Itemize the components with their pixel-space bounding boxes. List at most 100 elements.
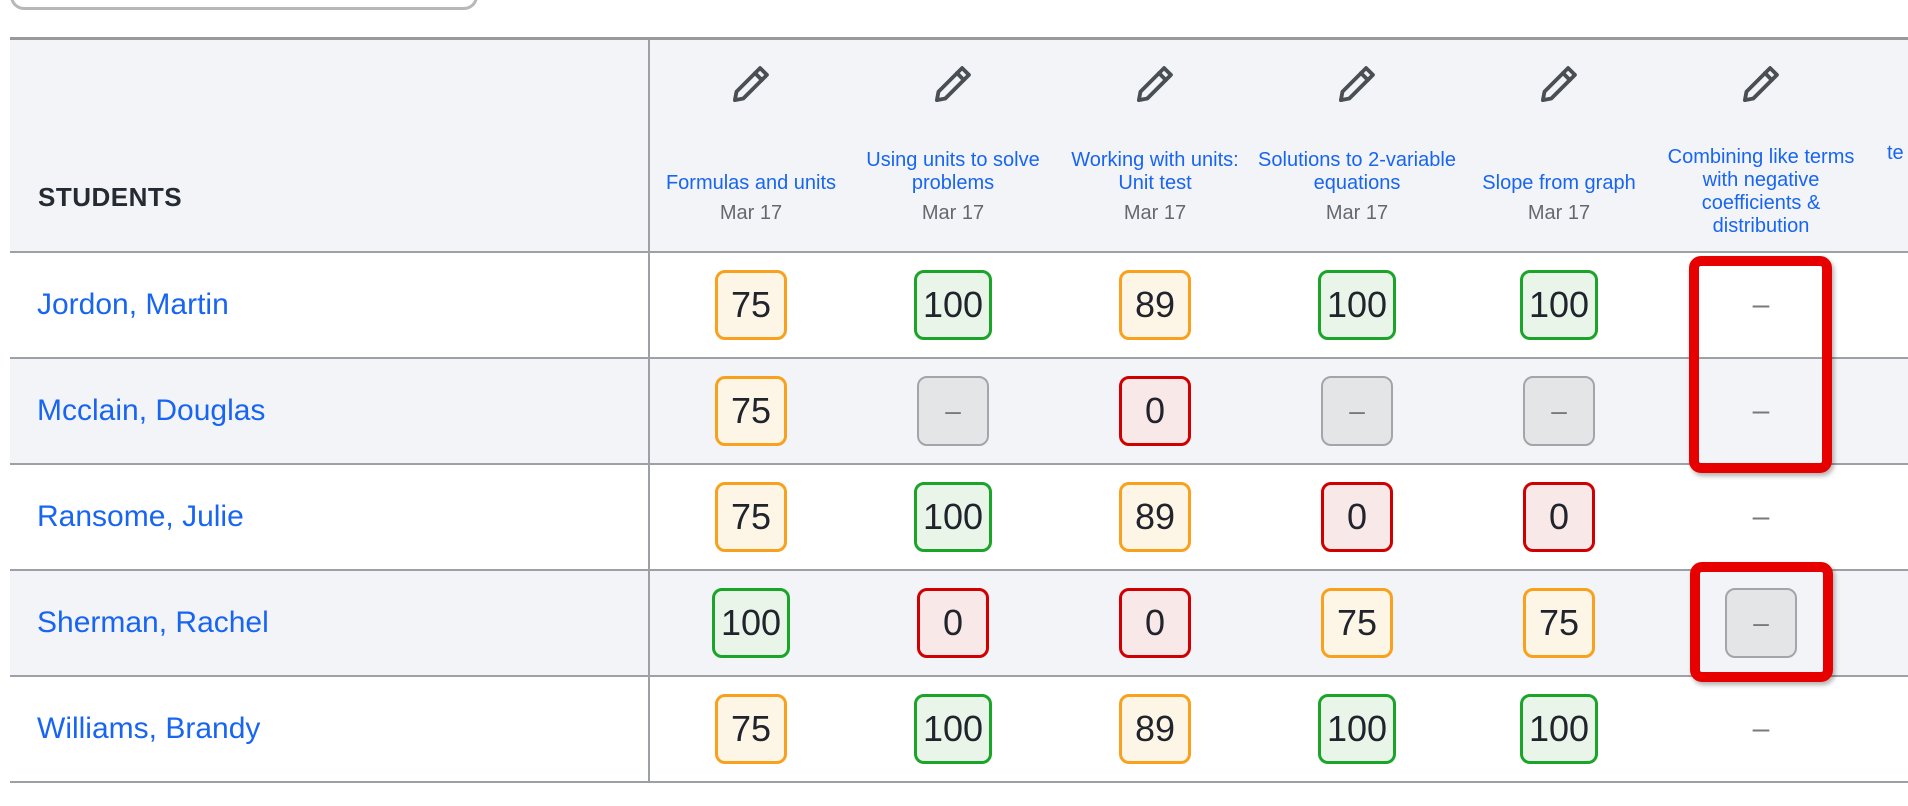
score-cell[interactable]: 0 <box>1054 571 1256 675</box>
score-cell-partial <box>1862 359 1908 463</box>
assignment-header-2: Using units to solve problems Mar 17 <box>852 40 1054 251</box>
score-pill: 75 <box>1523 588 1595 658</box>
student-row: Mcclain, Douglas 75 – 0 – – – <box>10 359 1908 465</box>
score-cell[interactable]: 100 <box>852 253 1054 357</box>
edit-assignment-icon[interactable] <box>1134 63 1176 105</box>
score-pill: 100 <box>711 588 791 658</box>
score-cell[interactable]: 89 <box>1054 677 1256 781</box>
edit-assignment-icon[interactable] <box>1538 63 1580 105</box>
student-link[interactable]: Ransome, Julie <box>37 500 244 533</box>
student-link[interactable]: Williams, Brandy <box>37 712 261 745</box>
score-cell[interactable]: 89 <box>1054 253 1256 357</box>
students-label: STUDENTS <box>38 182 183 212</box>
score-cell[interactable]: 100 <box>852 465 1054 569</box>
gradebook-table: STUDENTS Formulas and units Mar 17 Using… <box>10 37 1908 783</box>
student-row: Sherman, Rachel 100 0 0 75 75 – <box>10 571 1908 677</box>
score-cell[interactable]: – <box>1660 359 1862 463</box>
edit-assignment-icon[interactable] <box>730 63 772 105</box>
score-cell[interactable]: 0 <box>1458 465 1660 569</box>
filter-input-partial[interactable] <box>10 0 478 10</box>
score-cell[interactable]: 75 <box>1458 571 1660 675</box>
assignment-link[interactable]: Combining like terms with negative coeff… <box>1667 146 1855 237</box>
assignment-header-4: Solutions to 2-variable equations Mar 17 <box>1256 40 1458 251</box>
score-cell[interactable]: – <box>1458 359 1660 463</box>
assignment-date: Mar 17 <box>1123 202 1187 224</box>
assignment-date: Mar 17 <box>1527 202 1591 224</box>
score-pill: 100 <box>1519 694 1599 764</box>
edit-assignment-icon[interactable] <box>1336 63 1378 105</box>
score-cell-partial <box>1862 571 1908 675</box>
score-pill: – <box>1725 588 1797 658</box>
assignment-header-3: Working with units: Unit test Mar 17 <box>1054 40 1256 251</box>
score-cell[interactable]: 75 <box>650 677 852 781</box>
score-cell[interactable]: 100 <box>1458 253 1660 357</box>
score-cell[interactable]: – <box>1660 253 1862 357</box>
assignment-link[interactable]: Working with units: Unit test <box>1071 149 1239 194</box>
students-column-header: STUDENTS <box>10 40 650 251</box>
score-cell[interactable]: 100 <box>650 571 852 675</box>
score-pill: 0 <box>1523 482 1595 552</box>
score-pill: – <box>1752 288 1770 321</box>
score-cell[interactable]: – <box>1660 571 1862 675</box>
assignment-header-7-partial: te <box>1862 40 1908 251</box>
score-pill: 75 <box>715 482 787 552</box>
score-pill: 89 <box>1119 270 1191 340</box>
score-pill: 75 <box>715 270 787 340</box>
score-pill: 100 <box>1317 270 1397 340</box>
student-row: Ransome, Julie 75 100 89 0 0 – <box>10 465 1908 571</box>
score-pill: – <box>1752 394 1770 427</box>
student-link[interactable]: Sherman, Rachel <box>37 606 269 639</box>
score-cell[interactable]: 89 <box>1054 465 1256 569</box>
table-header-row: STUDENTS Formulas and units Mar 17 Using… <box>10 40 1908 253</box>
assignment-header-1: Formulas and units Mar 17 <box>650 40 852 251</box>
score-cell[interactable]: 0 <box>852 571 1054 675</box>
assignment-header-6: Combining like terms with negative coeff… <box>1660 40 1862 251</box>
score-cell[interactable]: 75 <box>650 359 852 463</box>
score-cell[interactable]: 100 <box>852 677 1054 781</box>
edit-assignment-icon[interactable] <box>1740 63 1782 105</box>
assignment-date: Mar 17 <box>1325 202 1389 224</box>
student-link[interactable]: Jordon, Martin <box>37 288 229 321</box>
score-cell[interactable]: 75 <box>650 253 852 357</box>
score-pill: 100 <box>1519 270 1599 340</box>
assignment-link[interactable]: Slope from graph <box>1482 172 1636 194</box>
score-cell[interactable]: 0 <box>1256 465 1458 569</box>
score-cell[interactable]: 100 <box>1256 677 1458 781</box>
score-pill: – <box>1523 376 1595 446</box>
assignment-link[interactable]: Solutions to 2-variable equations <box>1258 149 1456 194</box>
score-cell-partial <box>1862 253 1908 357</box>
assignment-link[interactable]: Formulas and units <box>665 172 837 194</box>
score-cell[interactable]: 75 <box>650 465 852 569</box>
assignment-date: Mar 17 <box>921 202 985 224</box>
score-pill: – <box>917 376 989 446</box>
score-cell[interactable]: 75 <box>1256 571 1458 675</box>
score-cell[interactable]: 0 <box>1054 359 1256 463</box>
score-cell-partial <box>1862 465 1908 569</box>
score-pill: 89 <box>1119 694 1191 764</box>
edit-assignment-icon[interactable] <box>932 63 974 105</box>
assignment-link-truncated[interactable]: te <box>1887 142 1904 164</box>
score-cell[interactable]: – <box>852 359 1054 463</box>
score-pill: 100 <box>1317 694 1397 764</box>
assignment-link[interactable]: Using units to solve problems <box>866 149 1040 194</box>
score-cell-partial <box>1862 677 1908 781</box>
score-pill: 0 <box>1119 588 1191 658</box>
score-cell[interactable]: 100 <box>1458 677 1660 781</box>
score-cell[interactable]: – <box>1256 359 1458 463</box>
score-cell[interactable]: – <box>1660 677 1862 781</box>
score-pill: 100 <box>913 270 993 340</box>
score-cell[interactable]: – <box>1660 465 1862 569</box>
score-pill: – <box>1321 376 1393 446</box>
score-pill: 0 <box>1119 376 1191 446</box>
student-link[interactable]: Mcclain, Douglas <box>37 394 266 427</box>
score-pill: – <box>1752 712 1770 745</box>
score-pill: 0 <box>917 588 989 658</box>
score-pill: 100 <box>913 694 993 764</box>
score-cell[interactable]: 100 <box>1256 253 1458 357</box>
score-pill: – <box>1752 500 1770 533</box>
score-pill: 75 <box>715 376 787 446</box>
score-pill: 75 <box>1321 588 1393 658</box>
assignment-header-5: Slope from graph Mar 17 <box>1458 40 1660 251</box>
score-pill: 75 <box>715 694 787 764</box>
